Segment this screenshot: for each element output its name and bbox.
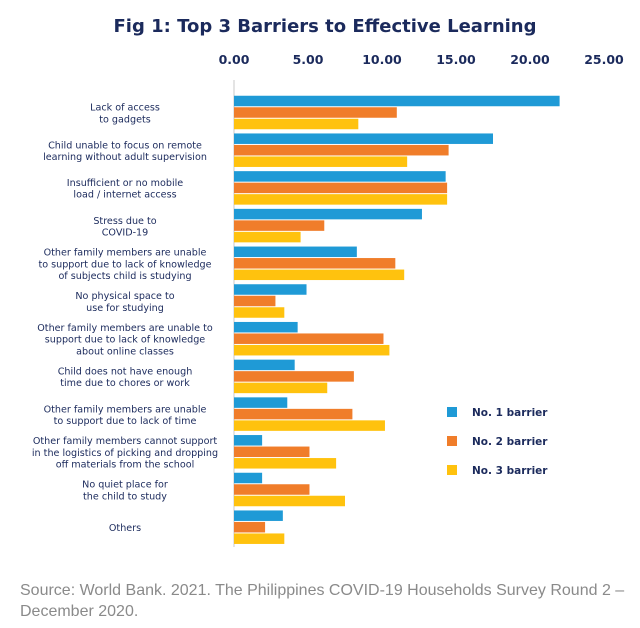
bar-series-2	[234, 107, 397, 118]
category-label: Other family members are unable to suppor…	[37, 323, 213, 357]
legend: No. 1 barrier No. 2 barrier No. 3 barrier	[447, 407, 548, 477]
x-axis-ticks: 0.00 5.00 10.00 15.00 20.00 25.00	[219, 52, 624, 67]
chart-title: Fig 1: Top 3 Barriers to Effective Learn…	[113, 16, 536, 37]
bar-series-3	[234, 194, 448, 205]
bar-series-3	[234, 269, 405, 281]
bar-series-3	[234, 344, 390, 356]
bar-series-1	[234, 208, 422, 220]
category-label: No quiet place for the child to study	[82, 480, 168, 503]
x-tick-label: 0.00	[219, 52, 250, 67]
x-tick-label: 5.00	[293, 52, 324, 67]
bar-series-3	[234, 307, 285, 318]
bar-series-2	[234, 521, 266, 533]
legend-label: No. 1 barrier	[472, 407, 548, 419]
bar-series-2	[234, 446, 310, 458]
x-tick-label: 20.00	[510, 52, 550, 67]
category-label: Others	[109, 523, 141, 534]
bar-series-2	[234, 408, 353, 420]
category-label: Lack of access to gadgets	[90, 103, 160, 126]
source-note: Source: World Bank. 2021. The Philippine…	[20, 582, 625, 620]
x-tick-label: 15.00	[436, 52, 476, 67]
bar-series-1	[234, 397, 288, 408]
category-labels: Lack of access to gadgets Child unable to …	[32, 103, 218, 535]
category-label: Other family members are unable to suppor…	[44, 404, 207, 427]
bar-series-1	[234, 510, 283, 521]
bar-series-2	[234, 144, 449, 156]
legend-label: No. 3 barrier	[472, 465, 548, 477]
bar-series-1	[234, 246, 357, 258]
bar-series-1	[234, 435, 263, 446]
legend-swatch	[447, 436, 457, 446]
bar-series-2	[234, 182, 448, 194]
category-label: Insufficient or no mobile load / internet…	[67, 178, 183, 201]
category-label: Child unable to focus on remote learning …	[43, 140, 207, 163]
legend-swatch	[447, 465, 457, 475]
bar-series-3	[234, 231, 301, 243]
bar-series-2	[234, 333, 384, 344]
legend-label: No. 2 barrier	[472, 436, 548, 448]
bar-series-1	[234, 171, 446, 182]
bar-series-1	[234, 321, 298, 333]
bar-series-1	[234, 133, 493, 144]
bar-series-3	[234, 533, 285, 544]
bar-series-2	[234, 484, 310, 495]
bar-series-1	[234, 472, 263, 484]
bar-series-2	[234, 220, 325, 231]
legend-swatch	[447, 407, 457, 417]
bar-series-3	[234, 495, 345, 507]
bar-series-3	[234, 458, 337, 469]
bar-series-2	[234, 371, 354, 382]
category-label: Other family members cannot support in th…	[32, 436, 218, 470]
x-tick-label: 10.00	[362, 52, 402, 67]
bar-series-3	[234, 382, 328, 394]
category-label: No physical space to use for studying	[75, 291, 174, 314]
bars	[234, 95, 560, 544]
x-tick-label: 25.00	[584, 52, 624, 67]
category-label: Stress due to COVID-19	[93, 216, 156, 239]
bar-series-1	[234, 359, 295, 371]
bar-series-3	[234, 118, 359, 130]
bar-series-1	[234, 284, 307, 295]
bar-chart: Fig 1: Top 3 Barriers to Effective Learn…	[32, 16, 624, 547]
bar-series-3	[234, 420, 385, 431]
bar-series-2	[234, 258, 396, 269]
bar-series-1	[234, 95, 560, 107]
category-label: Child does not have enough time due to ch…	[58, 367, 193, 390]
bar-series-3	[234, 156, 408, 167]
bar-series-2	[234, 295, 276, 307]
category-label: Other family members are unable to suppor…	[38, 248, 211, 282]
